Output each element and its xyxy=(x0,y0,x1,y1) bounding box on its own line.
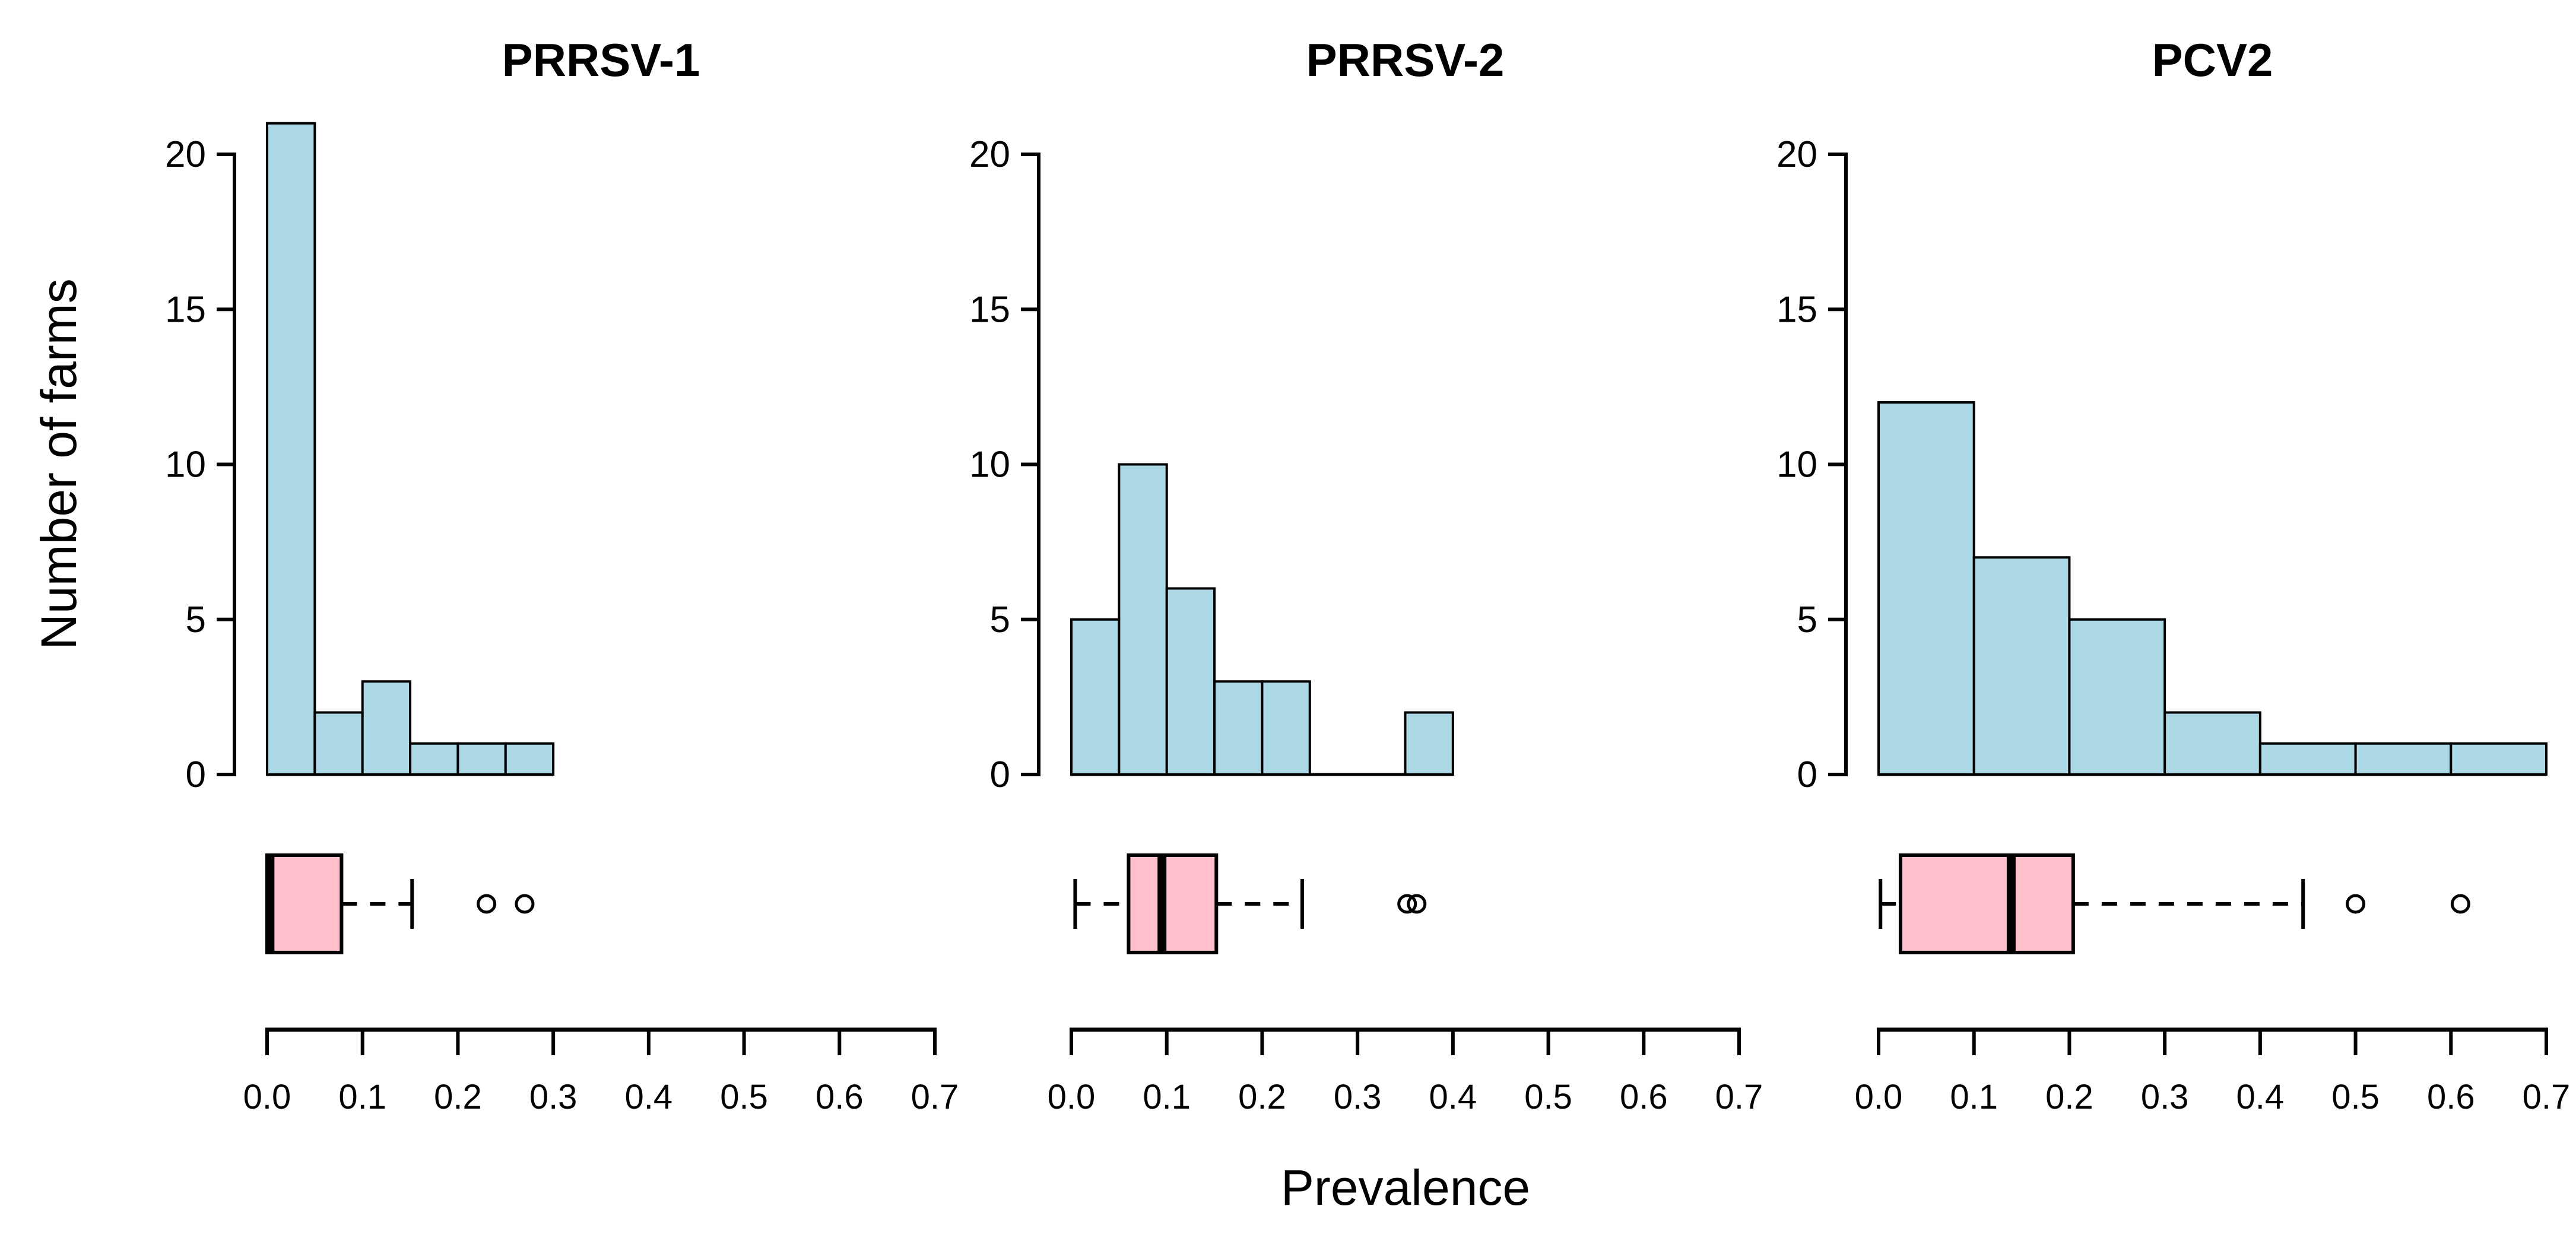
histogram-bar xyxy=(2450,742,2548,776)
histogram-bar xyxy=(456,742,507,776)
x-axis-label: Prevalence xyxy=(1281,1160,1530,1215)
outlier-point xyxy=(2346,894,2366,914)
y-tick-label: 5 xyxy=(1797,599,1817,640)
panel-prrsv-1: PRRSV-1 0 5 10 15 20 0.0 0.1 0.2 0.3 0.4 0.5 0.6 0.7 xyxy=(165,34,959,1116)
x-tick-label: 0.6 xyxy=(1620,1078,1668,1116)
x-tick-label: 0.5 xyxy=(720,1078,768,1116)
x-tick-label: 0.7 xyxy=(911,1078,959,1116)
x-tick-label: 0.3 xyxy=(2141,1078,2189,1116)
x-tick-label: 0.4 xyxy=(1429,1078,1477,1116)
outlier-point xyxy=(1397,894,1417,914)
panel-prrsv-2: PRRSV-2 0 5 10 15 20 0.0 0.1 0.2 0.3 0.4 0.5 0.6 0.7 xyxy=(969,34,1763,1116)
y-tick-label: 20 xyxy=(165,134,206,175)
histogram-bar xyxy=(313,711,364,776)
x-tick-label: 0.1 xyxy=(1143,1078,1191,1116)
y-tick-label: 5 xyxy=(990,599,1010,640)
y-tick-label: 0 xyxy=(990,754,1010,795)
histogram-bar xyxy=(2258,742,2357,776)
histogram-bar xyxy=(2354,742,2453,776)
y-tick-label: 10 xyxy=(969,445,1010,485)
x-tick-label: 0.2 xyxy=(2045,1078,2093,1116)
histogram-bar xyxy=(409,742,459,776)
x-tick-label: 0.0 xyxy=(1855,1078,1903,1116)
x-tick-label: 0.7 xyxy=(2523,1078,2571,1116)
x-tick-label: 0.4 xyxy=(625,1078,673,1116)
y-axis-label: Number of farms xyxy=(31,278,87,650)
y-tick-label: 5 xyxy=(186,599,206,640)
x-tick-label: 0.6 xyxy=(816,1078,864,1116)
histogram-bar xyxy=(1972,556,2071,776)
x-tick-label: 0.5 xyxy=(1524,1078,1572,1116)
x-tick-label: 0.5 xyxy=(2331,1078,2380,1116)
panel-title: PRRSV-1 xyxy=(502,34,700,86)
y-tick-label: 10 xyxy=(1776,445,1817,485)
y-tick-label: 0 xyxy=(186,754,206,795)
x-tick-label: 0.3 xyxy=(529,1078,578,1116)
histogram-bar xyxy=(361,680,412,776)
histogram-bar xyxy=(2163,711,2261,776)
x-tick-label: 0.4 xyxy=(2236,1078,2285,1116)
x-tick-label: 0.2 xyxy=(434,1078,482,1116)
outlier-point xyxy=(477,894,497,914)
histogram-bar xyxy=(266,122,316,776)
histogram-bar xyxy=(504,742,555,776)
panel-pcv2: PCV2 0 5 10 15 20 0.0 0.1 0.2 0.3 0.4 0.5 0.6 0.7 xyxy=(1776,34,2570,1116)
histogram-bar xyxy=(1404,711,1454,776)
x-tick-label: 0.6 xyxy=(2427,1078,2475,1116)
box xyxy=(1898,853,2075,954)
x-tick-label: 0.0 xyxy=(243,1078,291,1116)
y-tick-label: 15 xyxy=(969,289,1010,330)
outlier-point xyxy=(515,894,535,914)
x-tick-label: 0.1 xyxy=(1950,1078,1998,1116)
y-tick-label: 15 xyxy=(1776,289,1817,330)
histogram-bar xyxy=(2068,618,2166,776)
outlier-point xyxy=(2450,894,2470,914)
box xyxy=(1127,853,1219,954)
x-tick-label: 0.1 xyxy=(338,1078,386,1116)
y-tick-label: 0 xyxy=(1797,754,1817,795)
y-tick-label: 20 xyxy=(969,134,1010,175)
panel-title: PRRSV-2 xyxy=(1306,34,1505,86)
histogram-bar xyxy=(1118,463,1168,776)
x-tick-label: 0.0 xyxy=(1048,1078,1096,1116)
histogram-bar xyxy=(1261,680,1311,776)
histogram-bar xyxy=(1070,618,1121,776)
y-tick-label: 10 xyxy=(165,445,206,485)
x-tick-label: 0.2 xyxy=(1238,1078,1286,1116)
x-tick-label: 0.3 xyxy=(1334,1078,1382,1116)
outlier-point xyxy=(1407,894,1427,914)
box xyxy=(265,853,344,954)
x-tick-label: 0.7 xyxy=(1715,1078,1763,1116)
y-tick-label: 20 xyxy=(1776,134,1817,175)
panel-title: PCV2 xyxy=(2152,34,2273,86)
y-tick-label: 15 xyxy=(165,289,206,330)
histogram-bar xyxy=(1165,587,1216,776)
histogram-bar xyxy=(1877,401,1975,776)
histogram-bar xyxy=(1213,680,1264,776)
